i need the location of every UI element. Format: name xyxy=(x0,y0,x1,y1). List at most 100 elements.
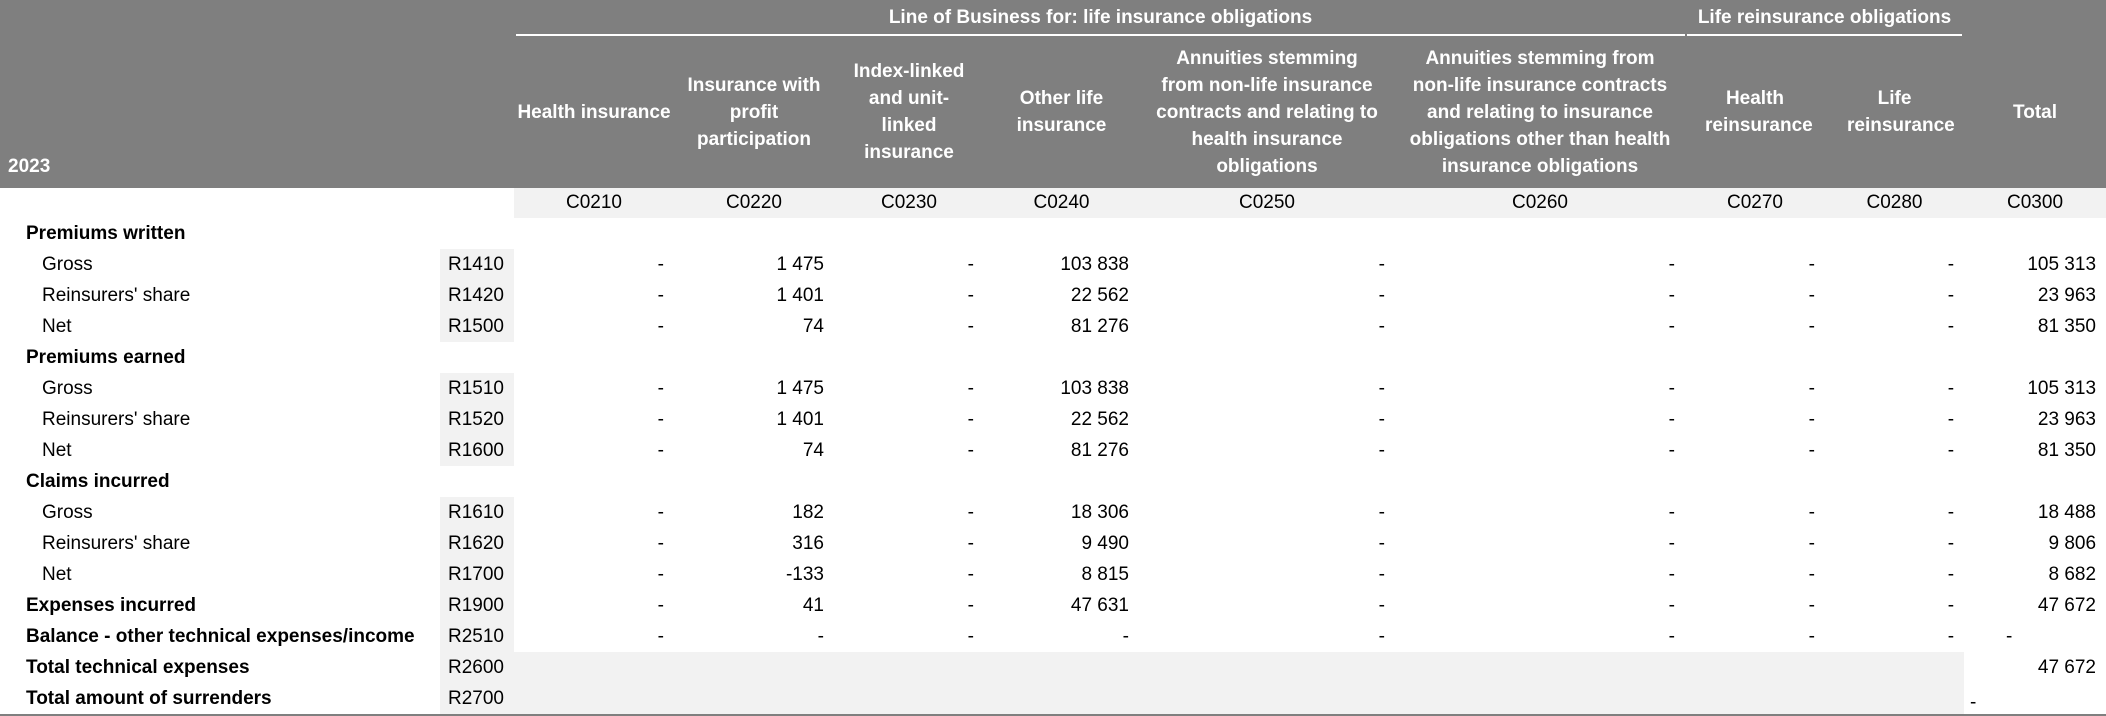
cell: - xyxy=(1947,408,1955,430)
row-label: Balance - other technical expenses/incom… xyxy=(26,625,415,647)
row-code: R1620 xyxy=(440,528,514,559)
cell: - xyxy=(1668,594,1675,616)
cell-total: - xyxy=(2006,625,2013,647)
row-label: Reinsurers' share xyxy=(42,532,191,554)
column-header: Other life insurance xyxy=(984,36,1139,188)
section-spacer xyxy=(440,342,2106,373)
cell: 182 xyxy=(792,501,824,523)
cell: - xyxy=(1808,408,1815,430)
row-code: R2700 xyxy=(440,683,514,716)
cell: - xyxy=(967,501,974,523)
row-code: R1500 xyxy=(440,311,514,342)
cell-total: 81 350 xyxy=(2037,439,2097,461)
cell: - xyxy=(1668,253,1675,275)
cell-total: 105 313 xyxy=(2027,253,2097,275)
cell: - xyxy=(967,315,974,337)
cell: 74 xyxy=(802,439,824,461)
row-label: Net xyxy=(42,315,72,337)
cell-total: 23 963 xyxy=(2037,408,2097,430)
row-code: R1600 xyxy=(440,435,514,466)
row-code: R1700 xyxy=(440,559,514,590)
cell: - xyxy=(1808,315,1815,337)
row-code: R1510 xyxy=(440,373,514,404)
cell: 22 562 xyxy=(1070,284,1129,306)
cell: 22 562 xyxy=(1070,408,1129,430)
cell: - xyxy=(657,501,664,523)
cell: - xyxy=(1808,439,1815,461)
cell: - xyxy=(1947,501,1955,523)
cell: - xyxy=(1947,563,1955,585)
cell: - xyxy=(657,439,664,461)
cell: - xyxy=(1808,377,1815,399)
cell: - xyxy=(1947,439,1955,461)
column-header: Annuities stemming from non-life insuran… xyxy=(1395,36,1685,188)
row-label: Total amount of surrenders xyxy=(0,683,440,716)
group-header-life: Line of Business for: life insurance obl… xyxy=(514,0,1685,36)
cell: 41 xyxy=(802,594,824,616)
cell-total: 81 350 xyxy=(2037,315,2097,337)
row-label: Gross xyxy=(42,501,93,523)
row-code: R1900 xyxy=(440,590,514,621)
column-code: C0270 xyxy=(1685,188,1825,218)
cell: 74 xyxy=(802,315,824,337)
cell: - xyxy=(967,625,974,647)
cell: - xyxy=(1378,315,1385,337)
cell-total: 9 806 xyxy=(2048,532,2097,554)
row-label: Net xyxy=(42,563,72,585)
cell: - xyxy=(657,315,664,337)
row-label: Expenses incurred xyxy=(26,594,197,616)
row-label: Reinsurers' share xyxy=(42,284,191,306)
group-header-reinsurance-label: Life reinsurance obligations xyxy=(1687,1,1963,36)
cell: - xyxy=(657,594,664,616)
cell: - xyxy=(1378,439,1385,461)
cell: - xyxy=(1947,284,1955,306)
cell: 1 475 xyxy=(776,377,824,399)
group-header-life-label: Line of Business for: life insurance obl… xyxy=(516,1,1685,36)
row-label: Claims incurred xyxy=(26,470,170,492)
column-code: C0210 xyxy=(514,188,674,218)
header-blank xyxy=(0,0,514,36)
header-blank-total xyxy=(1964,0,2106,36)
cell: - xyxy=(1808,253,1815,275)
cell: -133 xyxy=(785,563,824,585)
cell: 81 276 xyxy=(1070,315,1129,337)
column-header: Health insurance xyxy=(514,36,674,188)
cell: - xyxy=(817,625,824,647)
shaded-block xyxy=(514,683,1965,716)
section-spacer xyxy=(440,466,2106,497)
cell: - xyxy=(1378,532,1385,554)
cell: - xyxy=(1378,625,1385,647)
cell: - xyxy=(1947,594,1955,616)
cell-total: 8 682 xyxy=(2048,563,2097,585)
cell: - xyxy=(1808,501,1815,523)
cell: - xyxy=(967,408,974,430)
row-code: R1520 xyxy=(440,404,514,435)
row-label: Reinsurers' share xyxy=(42,408,191,430)
column-header: Insurance with profit participation xyxy=(674,36,834,188)
cell: - xyxy=(1668,563,1675,585)
cell: - xyxy=(1378,377,1385,399)
cell: 81 276 xyxy=(1070,439,1129,461)
cell: - xyxy=(1808,563,1815,585)
cell-total: - xyxy=(1964,683,2106,716)
cell: - xyxy=(657,253,664,275)
cell: - xyxy=(1668,377,1675,399)
row-label: Total technical expenses xyxy=(26,656,250,678)
cell: - xyxy=(1947,377,1955,399)
cell: - xyxy=(1122,625,1129,647)
row-label: Gross xyxy=(42,253,93,275)
cell: - xyxy=(1378,284,1385,306)
cell: - xyxy=(657,563,664,585)
cell-total: 47 672 xyxy=(2037,656,2097,678)
shaded-block xyxy=(514,652,1965,683)
cell: - xyxy=(1808,532,1815,554)
cell: - xyxy=(1378,594,1385,616)
column-code: C0220 xyxy=(674,188,834,218)
cell: - xyxy=(1668,284,1675,306)
row-label: Gross xyxy=(42,377,93,399)
cell: - xyxy=(1378,563,1385,585)
column-header: Index-linked and unit-linked insurance xyxy=(834,36,984,188)
cell: 103 838 xyxy=(1060,377,1129,399)
cell: - xyxy=(1808,284,1815,306)
